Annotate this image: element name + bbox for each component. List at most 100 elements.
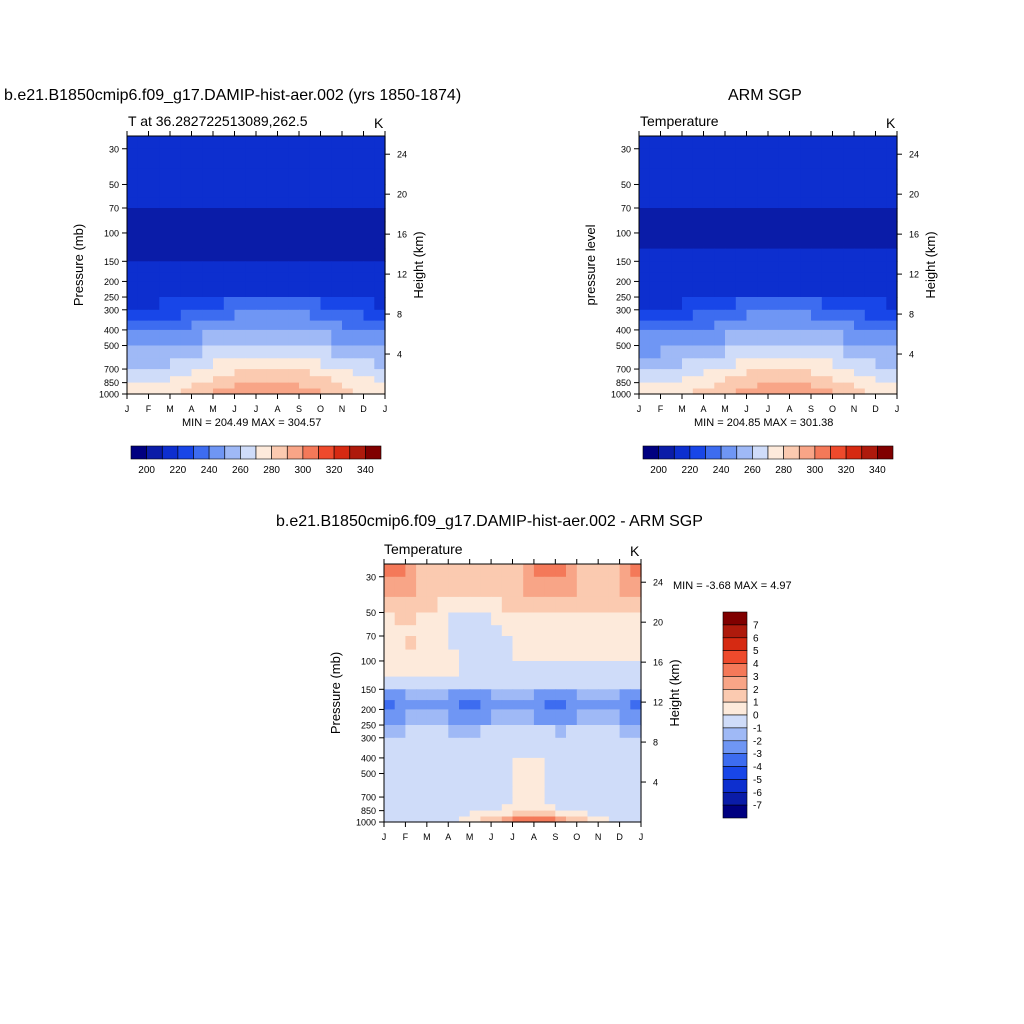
contour-cell <box>234 208 246 223</box>
colorbar-label: 1 <box>753 698 759 709</box>
contour-cell <box>384 748 396 759</box>
contour-cell <box>405 709 417 726</box>
contour-cell <box>256 309 268 322</box>
contour-cell <box>671 248 683 262</box>
contour-cell <box>746 281 758 298</box>
contour-cell <box>566 636 578 651</box>
contour-cell <box>544 757 556 775</box>
contour-cell <box>639 272 651 282</box>
contour-cell <box>309 309 322 322</box>
contour-cell <box>587 576 599 598</box>
contour-cell <box>426 576 439 598</box>
y2-tick-label: 16 <box>909 230 919 240</box>
contour-cell <box>821 168 834 186</box>
contour-cell <box>789 358 801 370</box>
contour-cell <box>299 208 311 223</box>
contour-cell <box>202 329 214 347</box>
contour-cell <box>191 136 203 150</box>
colorbar-swatch <box>722 688 748 703</box>
colorbar-swatch <box>736 445 753 460</box>
contour-cell <box>374 345 386 359</box>
y-tick-label: 700 <box>104 365 119 375</box>
contour-cell <box>544 700 556 710</box>
panel3-units: K <box>630 543 640 559</box>
contour-cell <box>660 297 672 311</box>
contour-cell <box>501 804 514 812</box>
contour-cell <box>448 757 460 775</box>
contour-cell <box>416 773 428 787</box>
colorbar-swatch <box>722 804 748 819</box>
contour-cell <box>202 320 214 331</box>
contour-cell <box>309 329 322 347</box>
contour-cell <box>523 748 535 759</box>
y2-tick-label: 4 <box>653 778 658 788</box>
contour-cell <box>299 297 311 311</box>
contour-cell <box>843 136 855 150</box>
contour-cell <box>555 689 567 701</box>
contour-cell <box>469 816 481 823</box>
colorbar-label: 340 <box>357 465 374 476</box>
contour-cell <box>757 221 769 234</box>
contour-cell <box>309 168 322 186</box>
contour-cell <box>191 281 203 298</box>
contour-cell <box>342 148 354 170</box>
contour-cell <box>768 369 780 377</box>
contour-cell <box>768 388 780 395</box>
contour-cell <box>512 625 524 637</box>
contour-cell <box>714 281 726 298</box>
contour-cell <box>342 329 354 347</box>
contour-cell <box>768 261 780 273</box>
colorbar-swatch <box>673 445 691 460</box>
contour-cell <box>159 388 171 395</box>
contour-cell <box>491 649 503 662</box>
contour-cell <box>608 810 621 818</box>
contour-cell <box>821 309 834 322</box>
contour-cell <box>811 320 823 331</box>
contour-cell <box>416 797 428 805</box>
contour-cell <box>480 661 492 678</box>
contour-cell <box>309 388 322 395</box>
contour-cell <box>374 248 386 262</box>
contour-cell <box>533 786 546 798</box>
contour-cell <box>288 233 300 250</box>
contour-cell <box>630 596 642 614</box>
contour-cell <box>682 320 694 331</box>
contour-cell <box>213 136 225 150</box>
contour-cell <box>714 388 726 395</box>
contour-cell <box>789 376 801 384</box>
contour-cell <box>223 309 236 322</box>
contour-cell <box>789 369 801 377</box>
contour-cell <box>363 382 375 390</box>
contour-cell <box>598 649 610 662</box>
contour-cell <box>159 382 171 390</box>
contour-cell <box>405 612 417 626</box>
colorbar-label: 0 <box>753 711 759 722</box>
contour-cell <box>576 786 589 798</box>
colorbar-swatch <box>722 753 748 767</box>
contour-cell <box>426 773 439 787</box>
contour-cell <box>266 208 279 223</box>
contour-cell <box>405 596 417 614</box>
contour-cell <box>170 369 182 377</box>
contour-cell <box>843 369 855 377</box>
contour-cell <box>426 612 439 626</box>
contour-cell <box>875 320 887 331</box>
colorbar-label: 4 <box>753 659 759 670</box>
contour-cell <box>587 661 599 678</box>
contour-cell <box>768 233 780 250</box>
contour-cell <box>170 136 182 150</box>
contour-cell <box>671 369 683 377</box>
contour-cell <box>288 329 300 347</box>
contour-cell <box>170 309 182 322</box>
contour-cell <box>533 709 546 726</box>
contour-cell <box>331 136 343 150</box>
contour-cell <box>234 272 246 282</box>
contour-cell <box>566 773 578 787</box>
contour-cell <box>180 261 193 273</box>
contour-cell <box>682 221 694 234</box>
contour-cell <box>405 810 417 818</box>
contour-cell <box>832 376 844 384</box>
contour-cell <box>703 221 715 234</box>
colorbar-swatch <box>240 445 257 460</box>
contour-cell <box>127 261 139 273</box>
